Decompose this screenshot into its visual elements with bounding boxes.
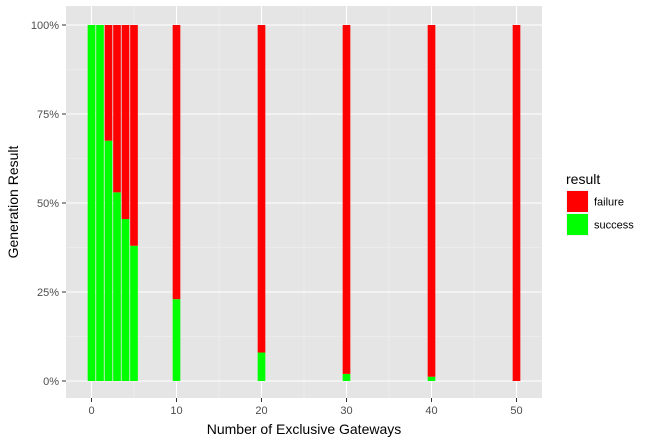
legend-label-success: success [594,220,634,232]
bars [87,25,521,381]
bar-failure-x3 [113,25,121,193]
bar-success-x3 [113,192,121,381]
y-tick-label: 25% [37,287,59,299]
x-tick-label: 50 [510,405,522,417]
legend-title: result [566,171,600,187]
legend-items: failure success [566,190,634,236]
bar-success-x0 [87,25,96,381]
legend-key-success [567,214,588,235]
legend-label-failure: failure [594,197,624,209]
bar-success-x20 [257,352,266,381]
y-axis-title: Generation Result [5,145,21,258]
bar-failure-x10 [172,25,181,300]
x-tick-label: 30 [340,405,352,417]
y-tick-label: 0% [43,376,59,388]
bar-failure-x5 [130,25,138,246]
bar-success-x5 [130,245,138,381]
bar-failure-x2 [104,25,113,141]
bar-failure-x4 [121,25,130,220]
y-tick-label: 50% [37,198,59,210]
bar-success-x10 [172,299,181,381]
x-axis-ticks: 0 10 20 30 40 50 [88,398,523,417]
bar-failure-x20 [257,25,266,353]
x-tick-label: 10 [170,405,182,417]
bar-failure-x30 [342,25,351,374]
bar-success-x2 [104,140,113,381]
legend: result failure success [566,171,634,236]
y-tick-label: 75% [37,109,59,121]
bar-success-x40 [427,376,436,381]
legend-key-failure [567,191,588,212]
bar-success-x4 [121,219,130,381]
bar-failure-x40 [427,25,436,377]
y-axis-ticks: 0% 25% 50% 75% 100% [31,20,66,388]
x-tick-label: 0 [88,405,94,417]
bar-success-x30 [342,373,351,381]
x-axis-title: Number of Exclusive Gateways [207,421,402,437]
x-tick-label: 20 [255,405,267,417]
y-tick-label: 100% [31,20,59,32]
bar-failure-x50 [512,25,521,381]
bar-success-x1 [96,25,104,381]
x-tick-label: 40 [425,405,437,417]
